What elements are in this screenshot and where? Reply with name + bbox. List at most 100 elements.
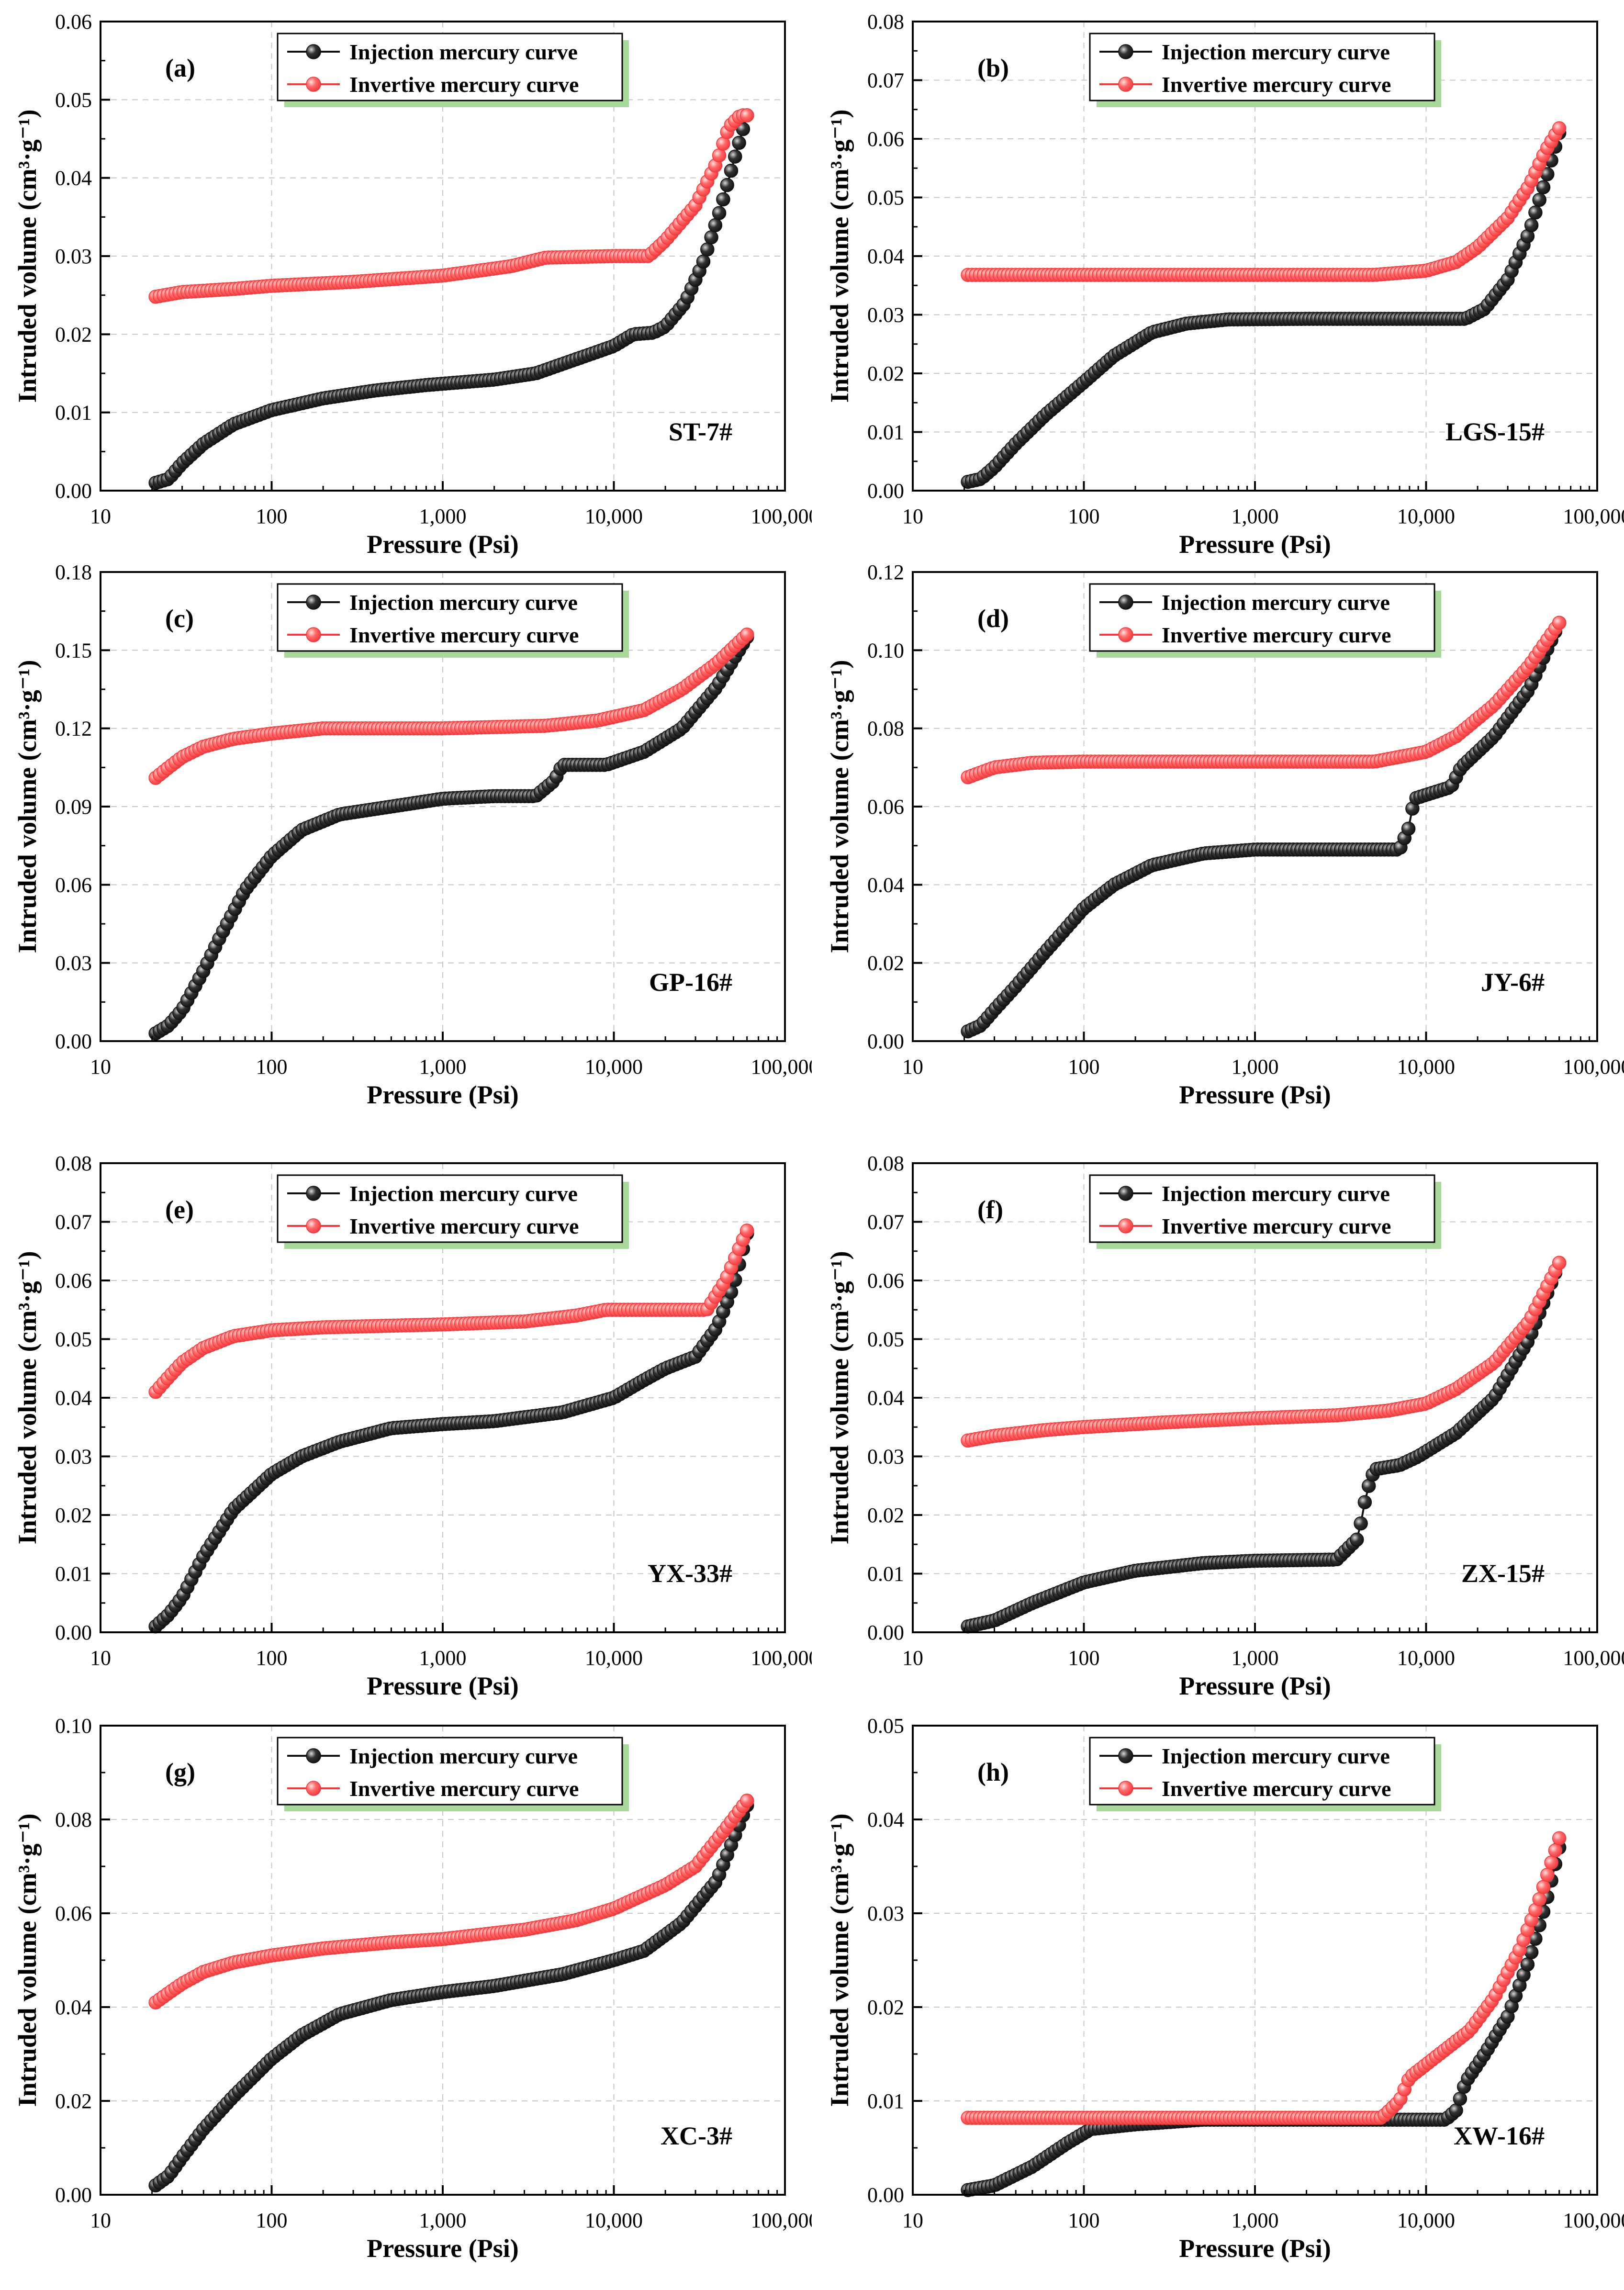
data-point (708, 218, 723, 233)
y-tick-label: 0.05 (867, 1328, 904, 1351)
y-axis-label: Intruded volume (cm³·g⁻¹) (13, 660, 42, 954)
y-tick-label: 0.08 (55, 1808, 92, 1831)
axes: 10 100 1,000 10,000 100,000 0.00 0.01 0.02 0.03 0… (867, 1714, 1624, 2232)
x-tick-label: 100 (1068, 2209, 1100, 2232)
y-tick-label: 0.00 (867, 1030, 904, 1053)
x-tick-label: 1,000 (419, 1055, 467, 1078)
data-point (1540, 1867, 1555, 1882)
y-tick-label: 0.07 (867, 1211, 904, 1234)
data-point (739, 1224, 754, 1238)
legend-label: Invertive mercury curve (1162, 1776, 1391, 1801)
y-tick-label: 0.08 (55, 1152, 92, 1175)
data-point (1552, 1256, 1567, 1270)
y-tick-label: 0.10 (55, 1714, 92, 1738)
sample-label: JY-6# (1481, 968, 1545, 997)
y-tick-label: 0.06 (867, 1269, 904, 1292)
data-point (1524, 1945, 1539, 1960)
data-point (739, 1794, 754, 1808)
legend-marker (1118, 77, 1133, 92)
y-axis-label: Intruded volume (cm³·g⁻¹) (825, 660, 854, 954)
x-tick-label: 1,000 (1232, 1055, 1279, 1078)
y-axis-label: Intruded volume (cm³·g⁻¹) (13, 1814, 42, 2107)
data-point (732, 135, 746, 150)
x-tick-label: 100 (256, 505, 288, 528)
sample-label: GP-16# (649, 968, 732, 997)
data-point (1544, 1855, 1558, 1870)
data-point (1350, 1532, 1364, 1547)
x-tick-label: 100 (256, 1055, 288, 1078)
legend-marker (306, 595, 321, 610)
y-tick-label: 0.07 (867, 69, 904, 92)
y-tick-label: 0.06 (55, 873, 92, 897)
y-tick-label: 0.15 (55, 639, 92, 662)
legend-label: Invertive mercury curve (349, 1776, 579, 1801)
x-axis-label: Pressure (Psi) (367, 2234, 518, 2263)
legend-label: Injection mercury curve (1162, 1744, 1390, 1768)
x-tick-label: 100,000 (751, 1646, 812, 1670)
data-point (1401, 821, 1416, 836)
y-tick-label: 0.05 (867, 1714, 904, 1738)
legend-label: Injection mercury curve (1162, 40, 1390, 64)
x-tick-label: 100,000 (1563, 1646, 1624, 1670)
y-tick-label: 0.04 (55, 167, 92, 190)
data-point (1548, 1843, 1563, 1858)
y-axis-label: Intruded volume (cm³·g⁻¹) (825, 1251, 854, 1545)
data-point (1536, 1880, 1551, 1894)
data-point (1552, 1831, 1567, 1845)
series-injection (148, 630, 754, 1041)
sample-label: XC-3# (661, 2122, 732, 2150)
y-tick-label: 0.06 (55, 1902, 92, 1925)
legend-box (277, 583, 623, 652)
y-tick-label: 0.02 (867, 1996, 904, 2019)
data-point (1532, 192, 1546, 207)
series-injection (148, 1798, 754, 2193)
y-tick-label: 0.00 (55, 1621, 92, 1644)
x-tick-label: 10 (90, 1055, 111, 1078)
series-invertive (961, 1256, 1567, 1448)
y-tick-label: 0.03 (867, 303, 904, 327)
legend-box (1089, 583, 1435, 652)
data-point (704, 230, 718, 245)
chart-panel-2: 10 100 1,000 10,000 100,000 0.00 0.03 0.06 0.09 0… (13, 561, 812, 1109)
y-tick-label: 0.09 (55, 795, 92, 819)
x-tick-label: 100 (1068, 1055, 1100, 1078)
sample-label: LGS-15# (1445, 417, 1545, 446)
y-tick-label: 0.04 (867, 1386, 904, 1410)
y-tick-label: 0.03 (55, 952, 92, 975)
legend-marker (306, 1748, 321, 1763)
x-tick-label: 10,000 (1397, 1646, 1455, 1670)
legend: Injection mercury curve Invertive mercury… (277, 583, 629, 658)
chart-panel-6: 10 100 1,000 10,000 100,000 0.00 0.02 0.04 0.06 0… (13, 1714, 812, 2263)
axes: 10 100 1,000 10,000 100,000 0.00 0.03 0.06 0.09 0… (55, 561, 812, 1078)
y-tick-label: 0.10 (867, 639, 904, 662)
y-tick-label: 0.12 (55, 717, 92, 741)
legend-marker (306, 77, 321, 92)
legend-box (277, 33, 623, 101)
legend-label: Injection mercury curve (1162, 590, 1390, 615)
legend-box (277, 1174, 623, 1243)
legend-box (1089, 33, 1435, 101)
data-point (1453, 2091, 1467, 2106)
y-tick-label: 0.04 (55, 1386, 92, 1410)
y-tick-label: 0.12 (867, 561, 904, 584)
y-tick-label: 0.03 (55, 245, 92, 268)
data-point (1354, 1516, 1368, 1531)
sample-label: ZX-15# (1461, 1559, 1545, 1588)
legend-marker (1118, 1186, 1133, 1201)
legend-box (1089, 1737, 1435, 1806)
legend-marker (1118, 627, 1133, 642)
legend-marker (306, 1781, 321, 1796)
legend-marker (1118, 1781, 1133, 1796)
legend-label: Invertive mercury curve (1162, 623, 1391, 647)
legend-label: Invertive mercury curve (349, 1214, 579, 1238)
series-invertive (148, 108, 754, 304)
y-tick-label: 0.01 (867, 2089, 904, 2113)
y-tick-label: 0.00 (55, 1030, 92, 1053)
series-line (155, 1800, 748, 2003)
legend-label: Injection mercury curve (349, 1181, 578, 1206)
y-tick-label: 0.03 (867, 1902, 904, 1925)
panel-letter: (f) (977, 1195, 1003, 1224)
y-tick-label: 0.08 (867, 717, 904, 741)
y-tick-label: 0.03 (55, 1445, 92, 1469)
legend: Injection mercury curve Invertive mercury… (1089, 583, 1441, 658)
